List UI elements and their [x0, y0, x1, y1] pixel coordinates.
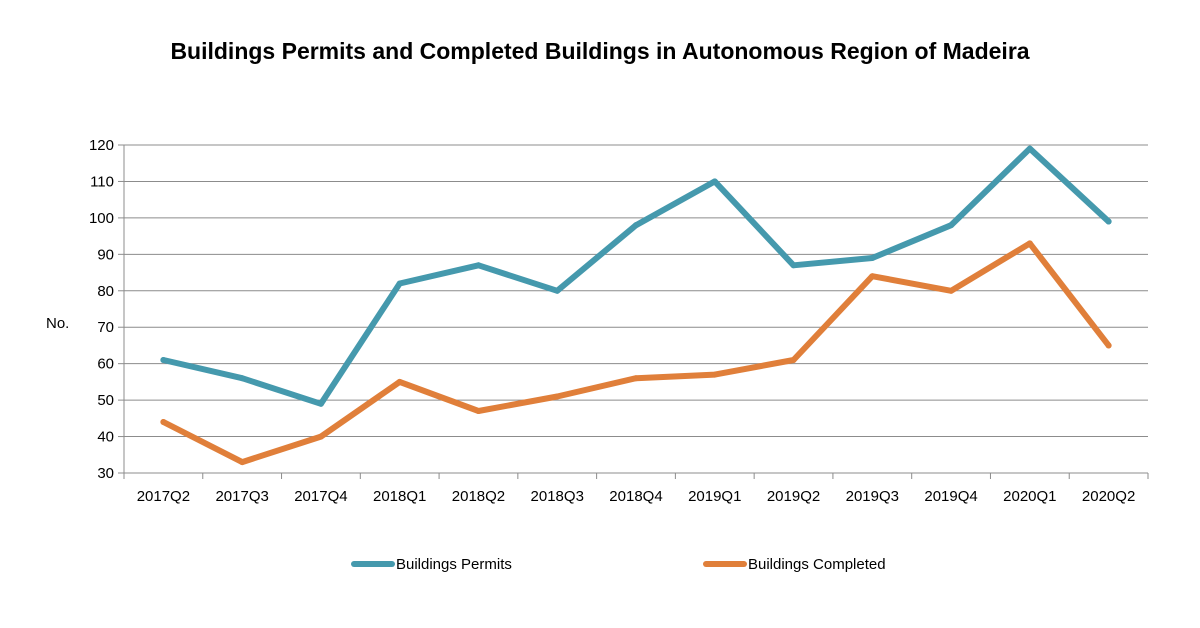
legend-label: Buildings Permits: [396, 556, 512, 573]
data-point: [790, 262, 797, 269]
data-point: [869, 254, 876, 261]
data-point: [554, 287, 561, 294]
data-point: [160, 357, 167, 364]
data-point: [711, 178, 718, 185]
data-point: [317, 433, 324, 440]
x-category-label: 2020Q2: [1082, 488, 1135, 505]
x-category-label: 2017Q4: [294, 488, 347, 505]
x-category-label: 2019Q3: [846, 488, 899, 505]
y-tick-label: 100: [89, 210, 114, 227]
x-category-label: 2017Q3: [215, 488, 268, 505]
series-line-2: [160, 240, 1112, 466]
data-point: [869, 273, 876, 280]
series-lines: [160, 145, 1112, 466]
legend-label: Buildings Completed: [748, 556, 886, 573]
axes: [123, 145, 1149, 479]
data-point: [160, 418, 167, 425]
data-point: [711, 371, 718, 378]
data-point: [317, 400, 324, 407]
x-category-label: 2018Q1: [373, 488, 426, 505]
x-category-label: 2018Q4: [609, 488, 662, 505]
data-point: [239, 375, 246, 382]
legend: Buildings Permits Buildings Completed: [351, 556, 886, 573]
x-category-label: 2017Q2: [137, 488, 190, 505]
data-point: [239, 459, 246, 466]
data-point: [1026, 145, 1033, 152]
y-axis-label: No.: [46, 315, 69, 332]
data-point: [1026, 240, 1033, 247]
x-category-label: 2019Q2: [767, 488, 820, 505]
data-point: [554, 393, 561, 400]
data-point: [396, 378, 403, 385]
gridlines: [118, 144, 1148, 474]
x-category-labels: 2017Q2 2017Q3 2017Q4 2018Q1 2018Q2 2018Q3 2018…: [137, 488, 1136, 505]
data-point: [790, 357, 797, 364]
data-point: [1105, 342, 1112, 349]
data-point: [633, 375, 639, 382]
y-tick-label: 40: [97, 429, 114, 446]
x-category-label: 2020Q1: [1003, 488, 1056, 505]
y-tick-label: 90: [97, 246, 114, 263]
y-tick-label: 60: [97, 356, 114, 373]
y-tick-label: 110: [90, 173, 114, 190]
x-category-label: 2018Q3: [531, 488, 584, 505]
y-tick-label: 80: [97, 283, 114, 300]
data-point: [475, 262, 482, 269]
y-tick-labels: 30 40 50 60 70 80 90 100 110 120: [89, 137, 114, 482]
chart-title: Buildings Permits and Completed Building…: [170, 38, 1030, 64]
data-point: [396, 280, 403, 287]
series-line-1: [160, 145, 1112, 407]
data-point: [633, 222, 639, 229]
y-tick-label: 50: [97, 392, 114, 409]
x-category-label: 2018Q2: [452, 488, 505, 505]
x-category-label: 2019Q1: [688, 488, 741, 505]
y-tick-label: 70: [97, 319, 114, 336]
data-point: [948, 287, 955, 294]
data-point: [948, 222, 955, 229]
data-point: [475, 408, 482, 415]
data-point: [1105, 218, 1112, 225]
x-category-label: 2019Q4: [924, 488, 977, 505]
y-tick-label: 30: [97, 465, 114, 482]
y-tick-label: 120: [89, 137, 114, 154]
